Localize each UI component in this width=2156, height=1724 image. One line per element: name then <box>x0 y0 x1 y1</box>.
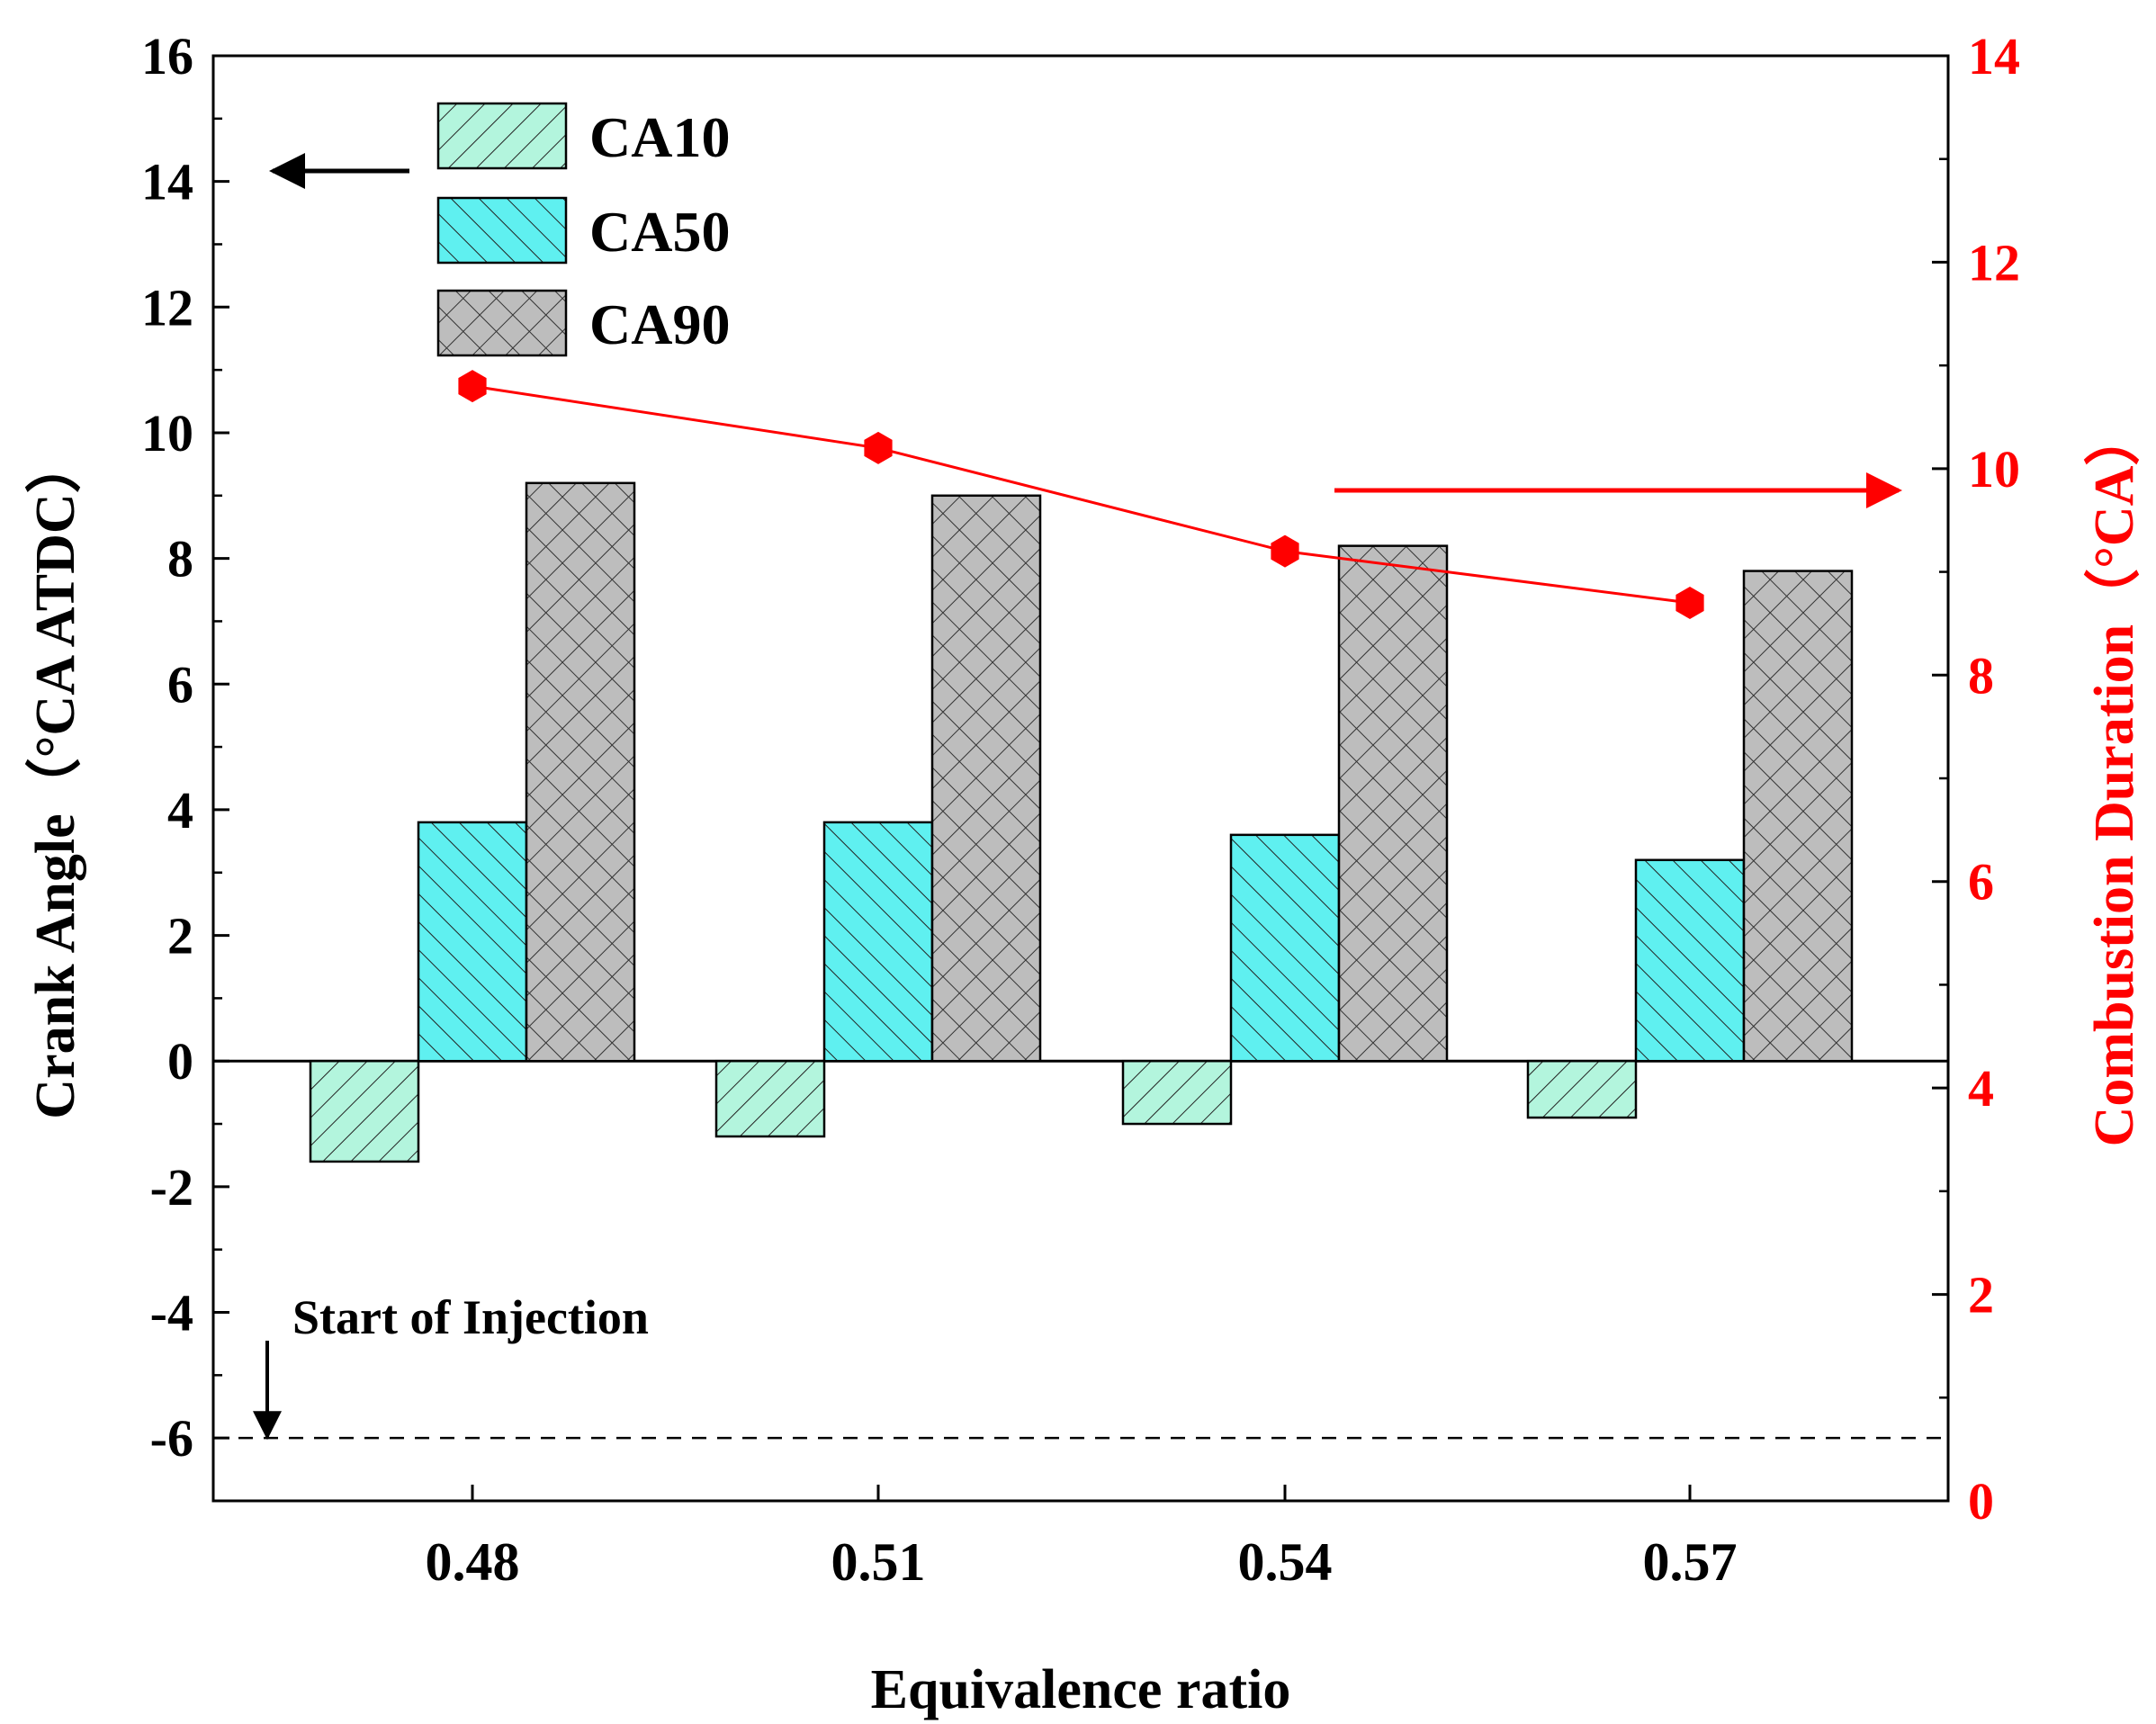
y-tick-label: 10 <box>141 404 193 462</box>
legend-label-ca90: CA90 <box>589 292 730 356</box>
x-tick-label: 0.54 <box>1238 1532 1333 1592</box>
y-tick-label: 14 <box>141 153 193 211</box>
y2-tick-label: 14 <box>1968 27 2020 85</box>
bar-ca50-0.48 <box>417 821 528 1063</box>
bar-ca90-0.57 <box>1742 570 1854 1063</box>
y-tick-label: 16 <box>141 27 193 85</box>
y2-axis-label: Combustion Duration（°CA） <box>2082 410 2145 1147</box>
legend: CA10 CA50 CA90 <box>436 102 730 357</box>
bar-ca10-0.51 <box>714 1059 826 1138</box>
legend-label-ca50: CA50 <box>589 200 730 264</box>
y2-tick-label: 12 <box>1968 233 2020 292</box>
line-layer <box>458 370 1704 619</box>
combustion-duration-point-0.51 <box>864 431 893 464</box>
y-tick-label: -2 <box>150 1158 193 1217</box>
bar-ca90-0.48 <box>525 481 636 1063</box>
right-axis: 14 12 10 8 6 4 2 0 <box>1932 27 2020 1531</box>
axes-layer <box>213 1059 1948 1440</box>
y-tick-label: 0 <box>167 1032 193 1091</box>
combustion-duration-point-0.57 <box>1675 587 1704 619</box>
bar-ca10-0.57 <box>1526 1059 1638 1119</box>
bar-ca50-0.54 <box>1229 833 1341 1063</box>
bar-ca10-0.54 <box>1121 1059 1233 1126</box>
bar-ca10-0.48 <box>309 1059 420 1163</box>
bars-layer <box>309 481 1854 1163</box>
y2-tick-label: 8 <box>1968 646 1994 705</box>
x-tick-label: 0.48 <box>426 1532 520 1592</box>
x-tick-label: 0.57 <box>1643 1532 1738 1592</box>
legend-swatch-ca10 <box>436 102 568 170</box>
x-axis-label: Equivalence ratio <box>871 1659 1291 1720</box>
combustion-duration-line <box>472 384 1691 605</box>
legend-label-ca10: CA10 <box>589 105 730 169</box>
y2-tick-label: 10 <box>1968 440 2020 498</box>
plot-frame <box>211 54 1950 1503</box>
legend-swatch-ca90 <box>436 289 568 357</box>
y-tick-label: 4 <box>167 781 193 840</box>
y-tick-label: 2 <box>167 907 193 965</box>
left-axis: 16 14 12 10 8 6 4 2 0 -2 -4 -6 <box>141 27 229 1503</box>
x-axis: 0.48 0.51 0.54 0.57 <box>426 1485 1738 1592</box>
x-tick-label: 0.51 <box>831 1532 926 1592</box>
bar-ca50-0.51 <box>822 821 934 1063</box>
y-tick-label: -6 <box>150 1409 193 1468</box>
y-axis-label: Crank Angle（°CA ATDC） <box>23 437 86 1118</box>
combustion-duration-point-0.48 <box>458 370 487 403</box>
y-tick-label: -4 <box>150 1284 193 1342</box>
y2-tick-label: 6 <box>1968 853 1994 911</box>
y2-tick-label: 2 <box>1968 1266 1994 1324</box>
injection-label: Start of Injection <box>292 1290 649 1344</box>
legend-swatch-ca50 <box>436 196 568 265</box>
y2-tick-label: 0 <box>1968 1472 1994 1531</box>
y-tick-label: 6 <box>167 655 193 714</box>
y2-tick-label: 4 <box>1968 1059 1994 1118</box>
bar-ca90-0.51 <box>930 494 1042 1063</box>
bar-ca90-0.54 <box>1337 544 1449 1063</box>
y-tick-label: 8 <box>167 530 193 588</box>
bar-ca50-0.57 <box>1634 858 1746 1063</box>
y-tick-label: 12 <box>141 278 193 337</box>
combustion-duration-point-0.54 <box>1271 534 1299 568</box>
